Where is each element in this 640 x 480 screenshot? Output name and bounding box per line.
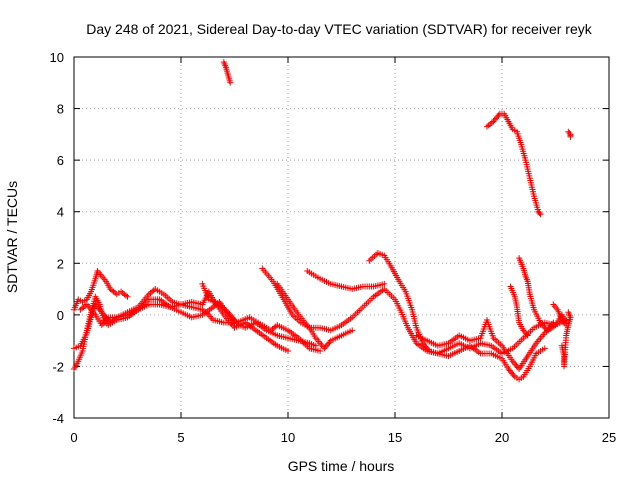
x-tick-label: 0 (70, 430, 77, 445)
y-tick-label: 2 (57, 256, 64, 271)
data-point (381, 280, 388, 287)
y-tick-label: 0 (57, 308, 64, 323)
y-tick-label: 4 (57, 205, 64, 220)
data-point (541, 345, 548, 352)
x-tick-label: 10 (281, 430, 295, 445)
y-axis-label: SDTVAR / TECUs (4, 181, 20, 293)
x-tick-label: 20 (495, 430, 509, 445)
data-point (349, 327, 356, 334)
x-tick-label: 15 (388, 430, 402, 445)
data-point (550, 319, 557, 326)
axis-ticks: 0 5 10 15 20 25 -4 -2 0 2 4 6 8 10 (50, 50, 617, 445)
data-point (124, 293, 131, 300)
data-points (71, 59, 574, 383)
data-point (567, 133, 574, 140)
data-point (524, 332, 531, 339)
data-point (566, 130, 573, 137)
data-point (285, 347, 291, 354)
y-tick-label: -4 (52, 411, 64, 426)
data-point (536, 210, 543, 217)
chart-title: Day 248 of 2021, Sidereal Day-to-day VTE… (86, 21, 592, 37)
data-point (233, 319, 240, 326)
y-tick-label: 6 (57, 153, 64, 168)
data-point (317, 347, 324, 354)
x-tick-label: 25 (602, 430, 616, 445)
y-tick-label: 8 (57, 102, 64, 117)
x-tick-label: 5 (177, 430, 184, 445)
y-tick-label: -2 (52, 359, 64, 374)
y-tick-label: 10 (50, 50, 64, 65)
plot-frame (73, 56, 610, 419)
data-point (565, 309, 572, 316)
data-point (227, 79, 234, 86)
data-point (563, 322, 570, 329)
x-axis-label: GPS time / hours (288, 458, 395, 474)
data-point (537, 211, 544, 218)
